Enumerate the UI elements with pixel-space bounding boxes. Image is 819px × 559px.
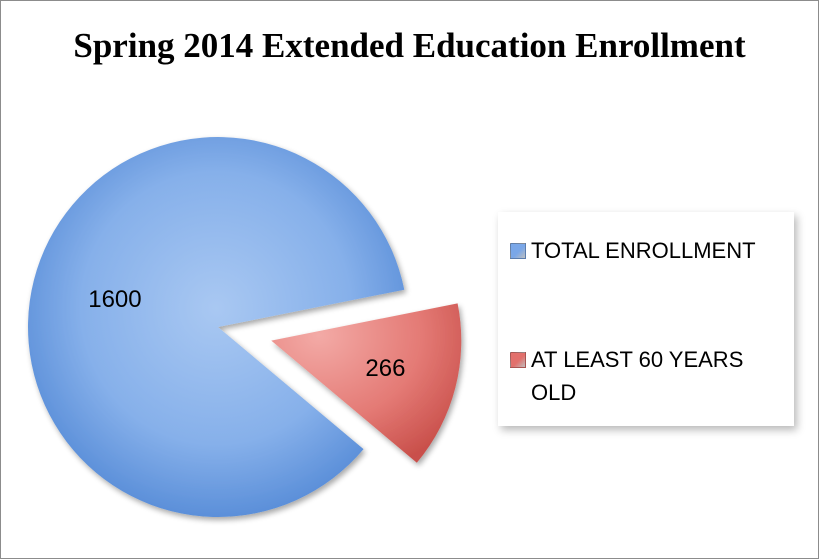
legend-item-at-least-60: AT LEAST 60 YEARS OLD xyxy=(510,343,788,409)
chart-title: Spring 2014 Extended Education Enrollmen… xyxy=(73,26,746,65)
data-label-total-enrollment: 1600 xyxy=(88,286,141,313)
pie-slice-at-least-60 xyxy=(271,303,462,463)
legend-swatch-red xyxy=(510,352,526,368)
legend-label: AT LEAST 60 YEARS OLD xyxy=(531,347,744,405)
legend-item-total-enrollment: TOTAL ENROLLMENT xyxy=(510,234,788,267)
legend-label: TOTAL ENROLLMENT xyxy=(531,238,756,263)
legend-swatch-blue xyxy=(510,243,526,259)
legend: TOTAL ENROLLMENT AT LEAST 60 YEARS OLD xyxy=(498,212,794,426)
pie-slice-total-enrollment xyxy=(28,137,405,517)
data-label-at-least-60: 266 xyxy=(365,355,405,382)
